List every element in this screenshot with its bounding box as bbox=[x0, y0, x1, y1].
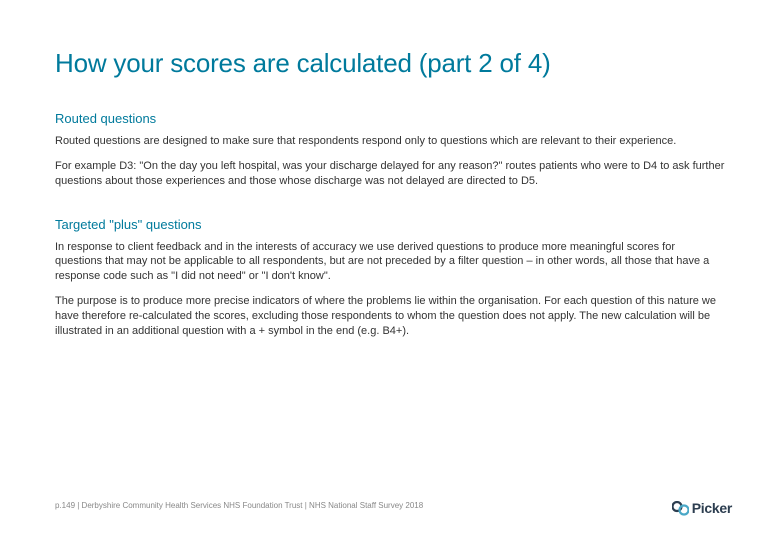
body-paragraph: For example D3: "On the day you left hos… bbox=[55, 159, 725, 189]
section-routed-questions: Routed questions Routed questions are de… bbox=[55, 111, 725, 189]
picker-logo-icon bbox=[672, 501, 689, 516]
body-paragraph: In response to client feedback and in th… bbox=[55, 240, 725, 285]
footer-text: p.149 | Derbyshire Community Health Serv… bbox=[55, 501, 423, 510]
body-paragraph: Routed questions are designed to make su… bbox=[55, 134, 725, 149]
section-heading: Targeted "plus" questions bbox=[55, 217, 725, 232]
section-heading: Routed questions bbox=[55, 111, 725, 126]
picker-logo: Picker bbox=[672, 500, 732, 516]
slide-page: How your scores are calculated (part 2 o… bbox=[0, 0, 780, 540]
picker-logo-text: Picker bbox=[692, 500, 732, 516]
page-title: How your scores are calculated (part 2 o… bbox=[55, 48, 725, 79]
body-paragraph: The purpose is to produce more precise i… bbox=[55, 294, 725, 339]
section-targeted-plus-questions: Targeted "plus" questions In response to… bbox=[55, 217, 725, 339]
